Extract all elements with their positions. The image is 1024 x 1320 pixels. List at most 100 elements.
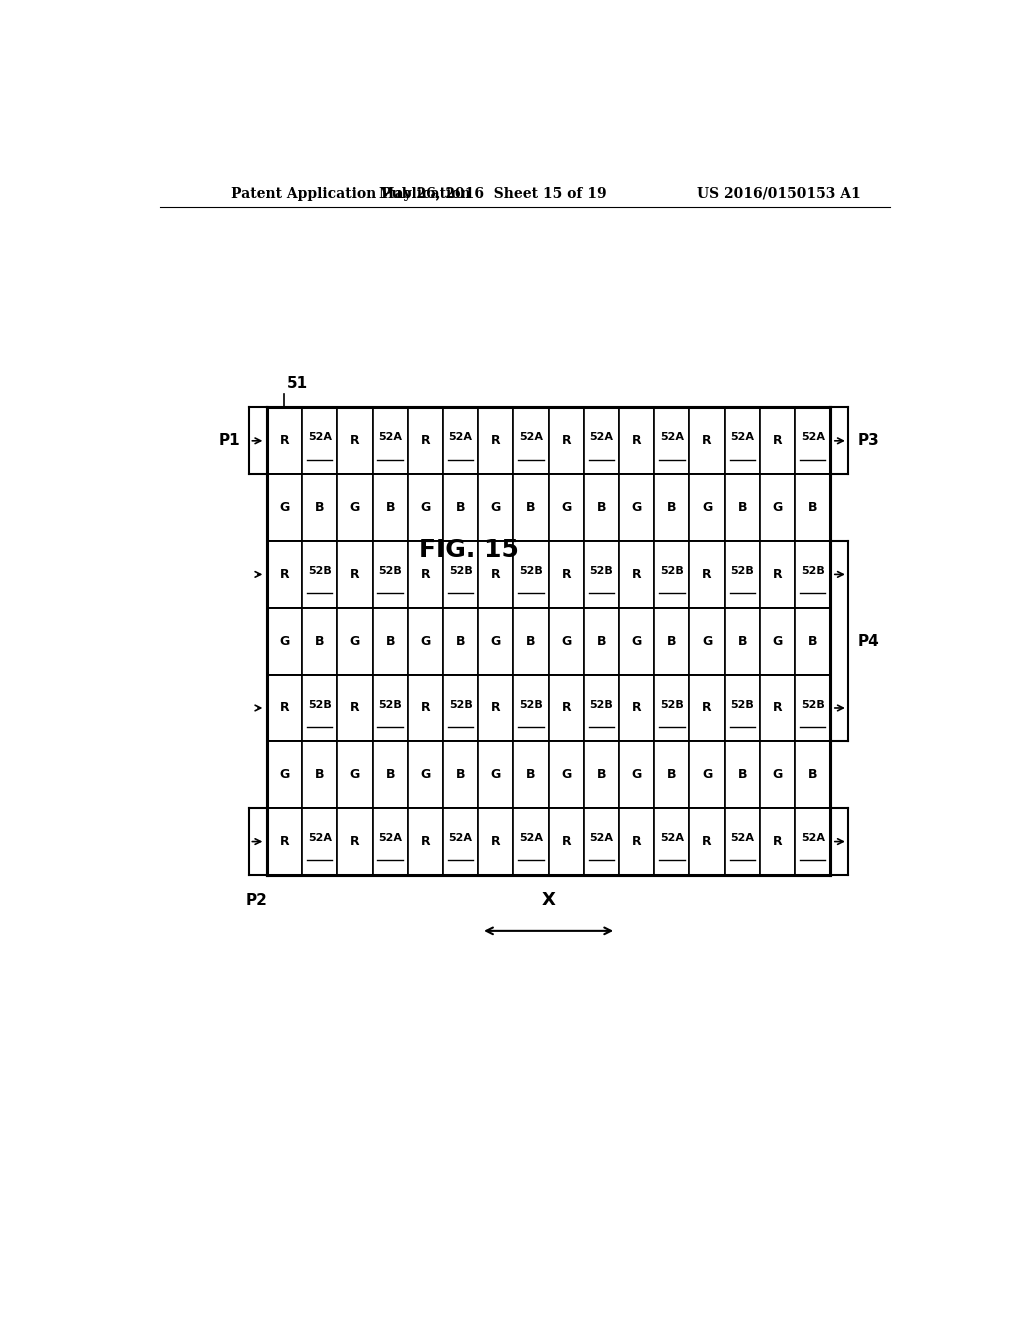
- Text: G: G: [632, 502, 642, 513]
- Text: R: R: [350, 701, 359, 714]
- Text: R: R: [773, 568, 782, 581]
- Bar: [549, 675, 584, 742]
- Bar: [513, 408, 549, 474]
- Bar: [725, 408, 760, 474]
- Text: R: R: [490, 434, 501, 447]
- Text: G: G: [702, 768, 713, 781]
- Bar: [760, 474, 795, 541]
- Text: G: G: [561, 635, 571, 648]
- Text: G: G: [280, 768, 290, 781]
- Text: B: B: [597, 502, 606, 513]
- Bar: [302, 541, 337, 607]
- Text: 52B: 52B: [308, 566, 332, 576]
- Bar: [373, 408, 408, 474]
- Bar: [620, 474, 654, 541]
- Text: G: G: [632, 635, 642, 648]
- Bar: [337, 808, 373, 875]
- Bar: [654, 607, 689, 675]
- Bar: [513, 607, 549, 675]
- Bar: [795, 808, 830, 875]
- Text: B: B: [597, 768, 606, 781]
- Text: 52A: 52A: [307, 833, 332, 843]
- Bar: [725, 675, 760, 742]
- Text: G: G: [350, 502, 360, 513]
- Bar: [478, 541, 513, 607]
- Text: B: B: [737, 502, 748, 513]
- Text: B: B: [385, 502, 395, 513]
- Bar: [337, 675, 373, 742]
- Text: R: R: [632, 836, 641, 847]
- Text: R: R: [350, 434, 359, 447]
- Bar: [725, 474, 760, 541]
- Text: FIG. 15: FIG. 15: [419, 537, 519, 562]
- Bar: [689, 742, 725, 808]
- Bar: [302, 607, 337, 675]
- Bar: [267, 607, 302, 675]
- Bar: [478, 808, 513, 875]
- Text: 52B: 52B: [308, 700, 332, 710]
- Text: 52A: 52A: [730, 433, 755, 442]
- Bar: [584, 675, 620, 742]
- Bar: [654, 675, 689, 742]
- Text: R: R: [632, 701, 641, 714]
- Text: R: R: [561, 836, 571, 847]
- Text: 52A: 52A: [378, 433, 402, 442]
- Bar: [478, 675, 513, 742]
- Bar: [408, 541, 443, 607]
- Bar: [302, 675, 337, 742]
- Bar: [584, 808, 620, 875]
- Bar: [337, 607, 373, 675]
- Bar: [620, 541, 654, 607]
- Text: P2: P2: [246, 894, 267, 908]
- Bar: [549, 808, 584, 875]
- Text: R: R: [702, 836, 712, 847]
- Text: B: B: [526, 502, 536, 513]
- Bar: [654, 742, 689, 808]
- Bar: [760, 808, 795, 875]
- Bar: [549, 607, 584, 675]
- Text: 52A: 52A: [801, 833, 824, 843]
- Text: B: B: [385, 768, 395, 781]
- Text: R: R: [280, 434, 290, 447]
- Text: B: B: [667, 635, 677, 648]
- Text: R: R: [421, 701, 430, 714]
- Bar: [620, 675, 654, 742]
- Bar: [443, 474, 478, 541]
- Text: G: G: [772, 768, 782, 781]
- Text: R: R: [632, 434, 641, 447]
- Bar: [337, 742, 373, 808]
- Text: G: G: [350, 768, 360, 781]
- Text: R: R: [561, 568, 571, 581]
- Bar: [302, 808, 337, 875]
- Text: G: G: [772, 502, 782, 513]
- Bar: [408, 808, 443, 875]
- Text: 52B: 52B: [801, 700, 824, 710]
- Bar: [302, 742, 337, 808]
- Text: US 2016/0150153 A1: US 2016/0150153 A1: [697, 187, 860, 201]
- Bar: [654, 808, 689, 875]
- Text: G: G: [280, 502, 290, 513]
- Text: R: R: [773, 836, 782, 847]
- Bar: [689, 607, 725, 675]
- Bar: [267, 408, 302, 474]
- Bar: [795, 408, 830, 474]
- Bar: [760, 742, 795, 808]
- Text: X: X: [542, 891, 556, 908]
- Text: B: B: [456, 768, 465, 781]
- Bar: [620, 408, 654, 474]
- Bar: [549, 408, 584, 474]
- Bar: [373, 742, 408, 808]
- Text: 52A: 52A: [590, 833, 613, 843]
- Text: 52B: 52B: [730, 566, 754, 576]
- Bar: [549, 541, 584, 607]
- Bar: [549, 742, 584, 808]
- Bar: [689, 474, 725, 541]
- Bar: [620, 808, 654, 875]
- Text: 52B: 52B: [660, 700, 684, 710]
- Text: G: G: [280, 635, 290, 648]
- Bar: [267, 541, 302, 607]
- Text: R: R: [350, 568, 359, 581]
- Text: B: B: [737, 635, 748, 648]
- Bar: [267, 474, 302, 541]
- Text: Patent Application Publication: Patent Application Publication: [231, 187, 471, 201]
